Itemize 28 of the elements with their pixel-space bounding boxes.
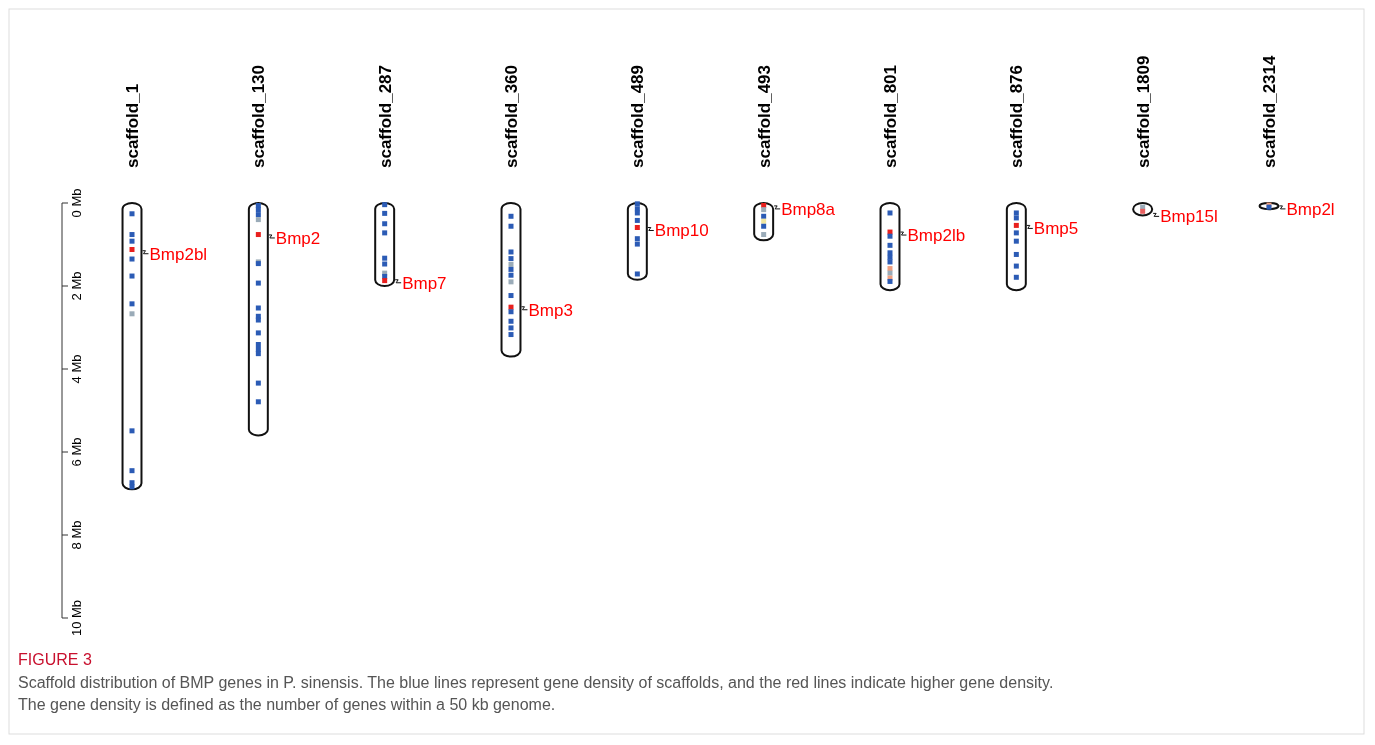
x-tick-label: scaffold_1809 (1133, 55, 1153, 168)
x-tick-label: scaffold_360 (502, 65, 521, 168)
y-tick-label: 4 Mb (68, 354, 84, 384)
y-tick-label: 0 Mb (68, 188, 84, 218)
x-tick-label: scaffold_1 (123, 83, 143, 168)
y-tick-label: 6 Mb (68, 437, 84, 467)
x-tick-label: scaffold_2314 (1259, 55, 1279, 168)
annotation: Bmp2 (275, 228, 321, 248)
annotation: Bmp2l (1286, 199, 1335, 219)
annotation: Bmp10 (654, 221, 709, 241)
annotation: Bmp15l (1160, 207, 1218, 227)
annotation: Bmp2bl (149, 244, 208, 264)
text: Scaffold distribution of BMP genes in P. sinensis. The blue lines represent gene density of scaffolds, and the red lines indicate higher gene density. The gene density is defined as the number of genes within a 50 kb genome. (18, 674, 1054, 713)
caption: FIGURE 3 (18, 651, 92, 668)
y-tick-label: 10 Mb (68, 599, 84, 637)
annotation: Bmp8a (781, 199, 836, 219)
x-tick-label: scaffold_801 (881, 65, 900, 168)
y-tick-label: 8 Mb (68, 520, 84, 550)
x-tick-label: scaffold_287 (375, 65, 395, 168)
annotation: Bmp2lb (907, 226, 966, 245)
annotation: Bmp7 (402, 273, 447, 293)
x-tick-label: scaffold_489 (628, 65, 648, 168)
x-tick-label: scaffold_493 (754, 65, 774, 168)
x-tick-label: scaffold_876 (1007, 65, 1027, 168)
annotation: Bmp5 (1033, 219, 1079, 239)
annotation: Bmp3 (528, 300, 573, 320)
y-tick-label: 2 Mb (68, 271, 84, 301)
x-tick-label: scaffold_130 (249, 65, 269, 168)
